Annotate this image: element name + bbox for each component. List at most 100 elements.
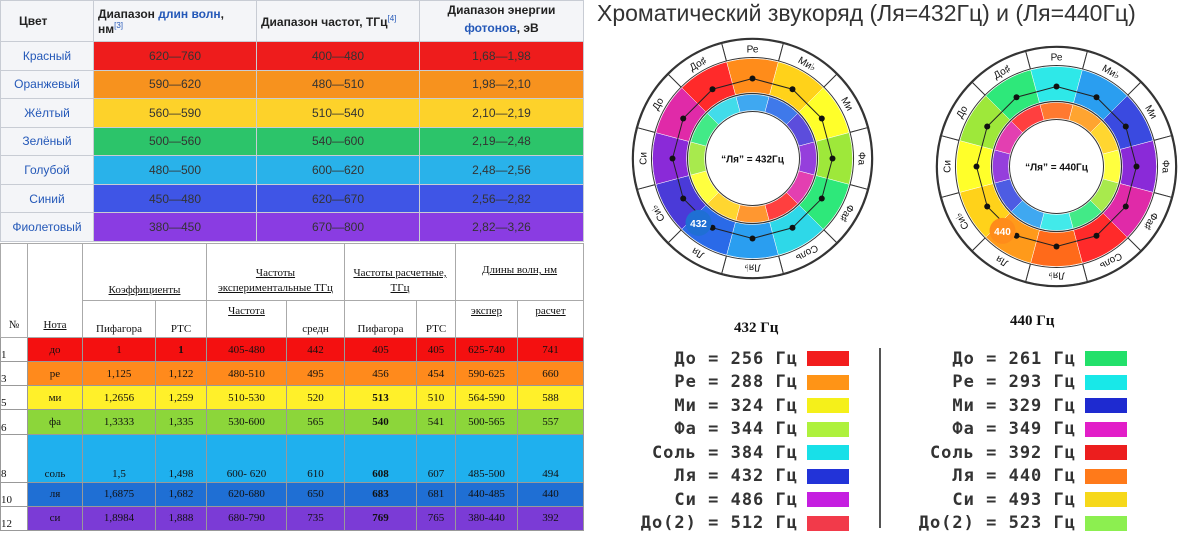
avg-frequency: 735	[287, 506, 345, 530]
node-dot	[830, 156, 836, 162]
row-number: 10	[1, 482, 28, 506]
color-name-cell[interactable]: Фиолетовый	[1, 213, 94, 242]
inner-color-sector	[1040, 103, 1073, 121]
header-text: Нота	[43, 319, 66, 331]
legend-row: Ре = 293 Гц	[886, 371, 1151, 395]
note-name: ре	[28, 362, 83, 386]
legend-text: Си = 493 Гц	[886, 490, 1076, 510]
row-number: 3	[1, 362, 28, 386]
table-subheader-row: Пифагора РТС Частота средн Пифагора РТС …	[1, 301, 584, 338]
exp-frequency: 530-600	[207, 410, 287, 434]
avg-frequency: 495	[287, 362, 345, 386]
color-name-cell[interactable]: Красный	[1, 42, 94, 71]
avg-frequency: 442	[287, 338, 345, 362]
node-dot	[710, 86, 716, 92]
color-name-cell[interactable]: Оранжевый	[1, 70, 94, 99]
calc-pythagoras: 540	[345, 410, 417, 434]
note-label: Фа	[1160, 160, 1171, 174]
wave-exper: 485-500	[456, 434, 518, 482]
legend-row: Ля = 440 Гц	[886, 465, 1151, 489]
legend-row: До(2) = 523 Гц	[886, 512, 1151, 535]
node-dot	[750, 236, 756, 242]
legend-divider	[879, 348, 881, 528]
note-name: ми	[28, 386, 83, 410]
node-dot	[819, 116, 825, 122]
header-text: экспер	[471, 305, 502, 317]
calc-rts: 454	[417, 362, 456, 386]
header-text: Диапазон частот, ТГц	[261, 15, 387, 29]
frequency-cell: 480—510	[257, 70, 420, 99]
color-name-cell[interactable]: Голубой	[1, 156, 94, 185]
calc-rts: 541	[417, 410, 456, 434]
calc-rts: 405	[417, 338, 456, 362]
exp-frequency: 600- 620	[207, 434, 287, 482]
header-coefficients: Коэффициенты	[83, 244, 207, 301]
color-swatch	[1085, 492, 1127, 507]
color-swatch	[807, 492, 849, 507]
color-name-cell[interactable]: Жёлтый	[1, 99, 94, 128]
node-dot	[680, 116, 686, 122]
energy-cell: 2,82—3,26	[420, 213, 584, 242]
node-dot	[790, 225, 796, 231]
exp-frequency: 480-510	[207, 362, 287, 386]
legend-row: Ре = 288 Гц	[608, 371, 873, 395]
energy-cell: 2,56—2,82	[420, 184, 584, 213]
legend-text: Ля = 432 Гц	[608, 466, 798, 486]
note-label: Ре	[1051, 53, 1063, 64]
header-energy: Диапазон энергии фотонов, эВ	[420, 1, 584, 42]
wave-exper: 440-485	[456, 482, 518, 506]
legend-text: Соль = 392 Гц	[886, 443, 1076, 463]
reference-link[interactable]: [3]	[114, 21, 123, 30]
color-swatch	[1085, 422, 1127, 437]
rts-coef: 1	[156, 338, 207, 362]
reference-link[interactable]: [4]	[387, 14, 396, 23]
color-swatch	[807, 445, 849, 460]
note-name: фа	[28, 410, 83, 434]
exp-frequency: 620-680	[207, 482, 287, 506]
row-number: 8	[1, 434, 28, 482]
color-swatch	[1085, 516, 1127, 531]
note-label: Си	[639, 152, 650, 165]
node-dot	[1054, 244, 1060, 250]
wavelength-cell: 590—620	[94, 70, 257, 99]
wave-exper: 500-565	[456, 410, 518, 434]
color-spectrum-table: Цвет Диапазон длин волн, нм[3] Диапазон …	[0, 0, 584, 242]
calc-rts: 607	[417, 434, 456, 482]
header-rts-calc: РТС	[417, 301, 456, 338]
color-swatch	[1085, 351, 1127, 366]
node-dot	[1134, 164, 1140, 170]
legend-row: До = 261 Гц	[886, 347, 1151, 371]
note-label: Фа	[856, 152, 867, 166]
color-name-cell[interactable]: Зелёный	[1, 127, 94, 156]
legend-row: Ми = 324 Гц	[608, 394, 873, 418]
color-swatch	[807, 469, 849, 484]
frequency-cell: 600—620	[257, 156, 420, 185]
avg-frequency: 650	[287, 482, 345, 506]
wavelength-cell: 500—560	[94, 127, 257, 156]
color-swatch	[807, 398, 849, 413]
calc-pythagoras: 608	[345, 434, 417, 482]
badge-text: 432	[690, 219, 707, 230]
wavelength-cell: 380—450	[94, 213, 257, 242]
energy-cell: 2,48—2,56	[420, 156, 584, 185]
color-name-cell[interactable]: Синий	[1, 184, 94, 213]
photon-link[interactable]: фотонов	[464, 21, 516, 35]
legend-text: До(2) = 523 Гц	[886, 513, 1076, 533]
wave-exper: 564-590	[456, 386, 518, 410]
exp-frequency: 510-530	[207, 386, 287, 410]
header-pythagoras-calc: Пифагора	[345, 301, 417, 338]
legend-text: Фа = 344 Гц	[608, 419, 798, 439]
rts-coef: 1,335	[156, 410, 207, 434]
wavelength-link[interactable]: длин волн	[158, 7, 220, 21]
